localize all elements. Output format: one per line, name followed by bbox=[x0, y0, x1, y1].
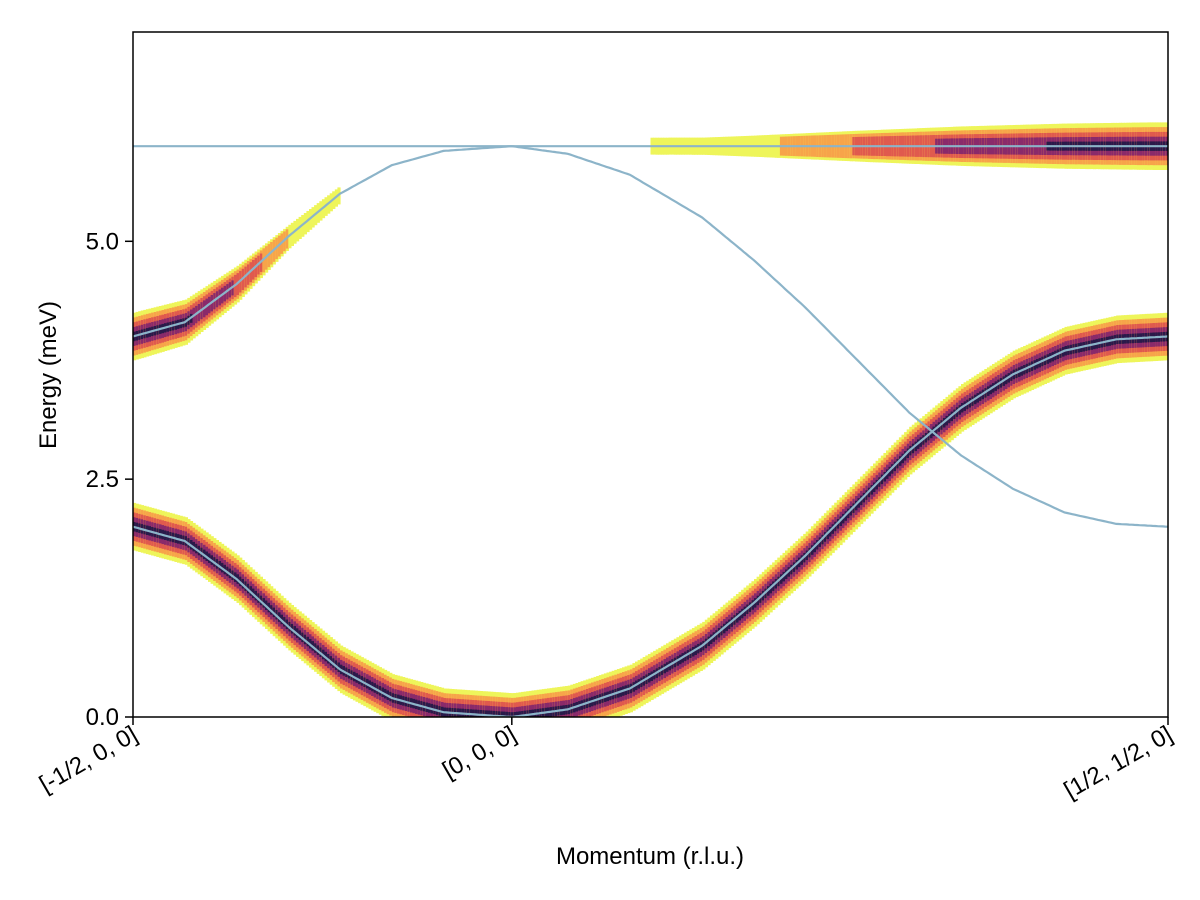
intensity-cell bbox=[878, 477, 882, 487]
intensity-cell bbox=[267, 244, 271, 268]
intensity-cell bbox=[901, 453, 905, 464]
intensity-cell bbox=[842, 513, 846, 524]
y-tick-label: 5.0 bbox=[86, 228, 119, 255]
intensity-cell bbox=[777, 576, 781, 587]
intensity-cell bbox=[518, 711, 522, 717]
intensity-cell bbox=[906, 448, 910, 458]
intensity-cell bbox=[267, 602, 271, 613]
intensity-cell bbox=[526, 710, 530, 717]
intensity-cell bbox=[521, 711, 525, 717]
intensity-cell bbox=[839, 516, 843, 526]
intensity-cell bbox=[490, 710, 494, 717]
y-axis-ticks: 0.0 2.5 5.0 bbox=[86, 228, 133, 731]
y-tick-label: 2.5 bbox=[86, 466, 119, 493]
x-tick-label: [-1/2, 0, 0] bbox=[35, 721, 142, 798]
intensity-cell bbox=[254, 590, 258, 601]
intensity-cell bbox=[505, 711, 509, 717]
intensity-cell bbox=[510, 712, 514, 717]
intensity-cell bbox=[803, 552, 807, 563]
intensity-cell bbox=[497, 711, 501, 717]
intensity-cell bbox=[764, 588, 768, 599]
intensity-cell bbox=[285, 229, 289, 249]
intensity-cell bbox=[826, 529, 830, 540]
intensity-cell bbox=[844, 511, 848, 521]
intensity-cell bbox=[508, 712, 512, 717]
x-axis-ticks: [-1/2, 0, 0] [0, 0, 0] [1/2, 1/2, 0] bbox=[35, 717, 1177, 804]
intensity-cell bbox=[523, 710, 527, 717]
intensity-cell bbox=[495, 711, 499, 717]
intensity-cell bbox=[821, 534, 825, 545]
dispersion-line-1 bbox=[133, 335, 1168, 717]
intensity-cell bbox=[277, 612, 282, 622]
intensity-cell bbox=[857, 498, 861, 508]
intensity-cell bbox=[516, 711, 520, 717]
intensity-cell bbox=[487, 710, 491, 717]
intensity-cell bbox=[891, 464, 895, 474]
intensity-cell bbox=[873, 482, 877, 492]
intensity-cell bbox=[482, 710, 486, 717]
intensity-cell bbox=[870, 485, 874, 495]
intensity-cell bbox=[270, 242, 274, 265]
intensity-cell bbox=[479, 710, 483, 717]
intensity-cell bbox=[888, 466, 892, 477]
intensity-cell bbox=[829, 527, 833, 537]
intensity-cell bbox=[787, 567, 791, 577]
intensity-cell bbox=[241, 579, 245, 589]
x-axis-label: Momentum (r.l.u.) bbox=[556, 843, 744, 870]
y-axis-label: Energy (meV) bbox=[35, 301, 62, 449]
intensity-cell bbox=[875, 479, 879, 490]
intensity-cell bbox=[257, 593, 261, 603]
intensity-cell bbox=[246, 583, 251, 594]
intensity-cell bbox=[513, 712, 517, 717]
intensity-cell bbox=[904, 451, 908, 461]
intensity-cell bbox=[886, 469, 890, 479]
intensity-cell bbox=[805, 550, 809, 560]
dispersion-line-2 bbox=[133, 145, 1168, 528]
intensity-cell bbox=[865, 490, 869, 500]
intensity-cell bbox=[484, 710, 489, 717]
dispersion-layer bbox=[133, 145, 1168, 717]
intensity-cell bbox=[474, 709, 478, 717]
intensity-cell bbox=[813, 542, 817, 553]
intensity-cell bbox=[860, 495, 864, 506]
intensity-cell bbox=[280, 614, 284, 625]
intensity-cell bbox=[808, 547, 812, 558]
intensity-cell bbox=[503, 711, 507, 717]
y-tick-label: 0.0 bbox=[86, 704, 119, 731]
intensity-cell bbox=[246, 264, 251, 285]
intensity-cell bbox=[477, 709, 481, 717]
intensity-cell bbox=[810, 545, 815, 555]
intensity-cell bbox=[893, 461, 897, 472]
plot-frame bbox=[132, 31, 1169, 718]
intensity-cell bbox=[500, 711, 504, 717]
intensity-cell bbox=[823, 532, 828, 542]
x-tick-label: [1/2, 1/2, 0] bbox=[1059, 721, 1177, 804]
x-tick-label: [0, 0, 0] bbox=[438, 721, 521, 784]
intensity-cell bbox=[800, 555, 804, 565]
intensity-cell bbox=[492, 710, 496, 717]
intensity-cell bbox=[854, 500, 859, 511]
intensity-cell bbox=[244, 581, 248, 591]
